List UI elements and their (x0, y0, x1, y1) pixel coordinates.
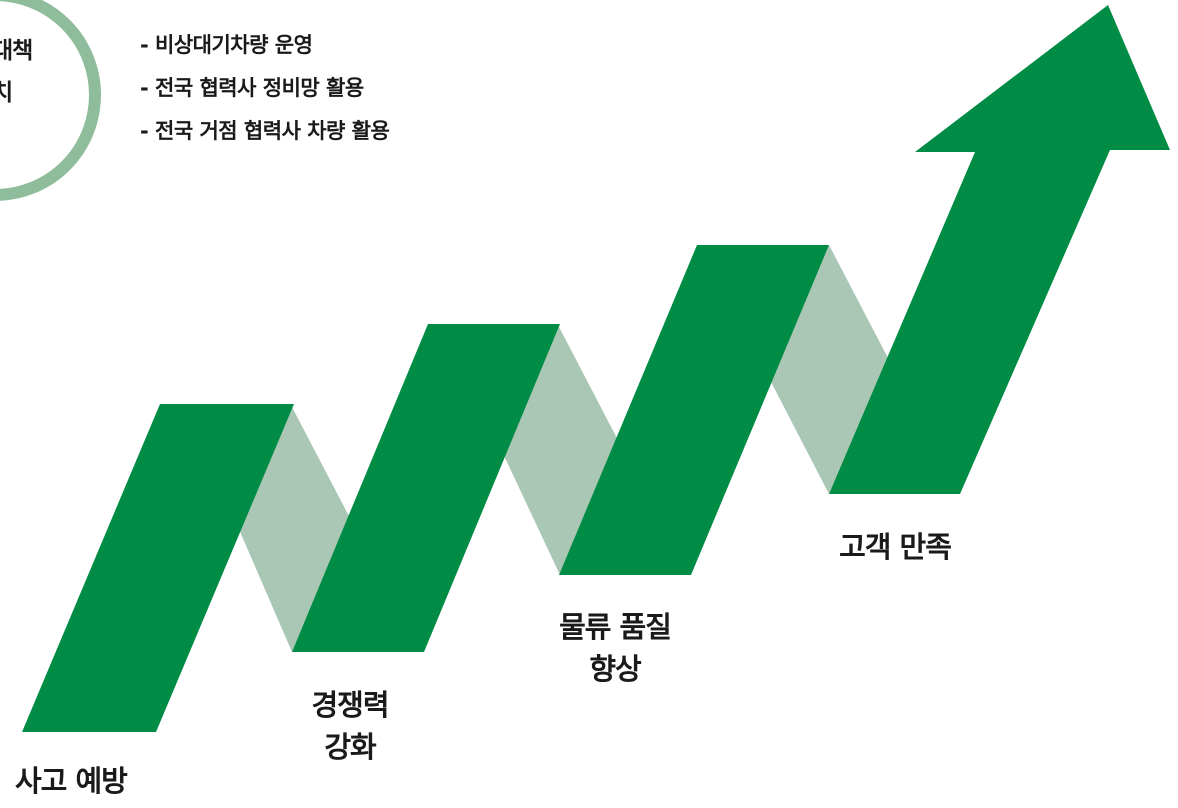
strip-2 (292, 324, 560, 652)
bullet-item: - 전국 거점 협력사 차량 활용 (140, 119, 390, 143)
fold-3 (770, 245, 888, 494)
step-label-competitiveness: 경쟁력 강화 (270, 684, 430, 768)
bullet-item: - 전국 협력사 정비망 활용 (140, 76, 364, 100)
step-label-accident-prevention: 사고 예방 (15, 760, 175, 802)
circle-label: 대책 치 (0, 30, 80, 114)
circle-label-line2: 치 (0, 80, 13, 106)
strip-1 (22, 404, 294, 732)
step-label-logistics-quality: 물류 품질 향상 (530, 606, 700, 690)
step-label-line: 물류 품질 (559, 610, 672, 644)
bullet-item: - 비상대기차량 운영 (140, 33, 313, 57)
step-label-line: 사고 예방 (15, 764, 128, 798)
partial-ring (0, 0, 101, 201)
circle-label-line1: 대책 (0, 38, 33, 64)
step-label-line: 향상 (589, 652, 641, 686)
step-label-line: 경쟁력 (311, 688, 389, 722)
step-label-line: 강화 (324, 730, 376, 764)
strip-4-arrow (829, 5, 1170, 494)
bullet-list: - 비상대기차량 운영 - 전국 협력사 정비망 활용 - 전국 거점 협력사 … (140, 24, 390, 153)
step-label-customer-satisfaction: 고객 만족 (800, 526, 990, 568)
strip-3 (559, 245, 829, 575)
step-label-line: 고객 만족 (839, 530, 952, 564)
